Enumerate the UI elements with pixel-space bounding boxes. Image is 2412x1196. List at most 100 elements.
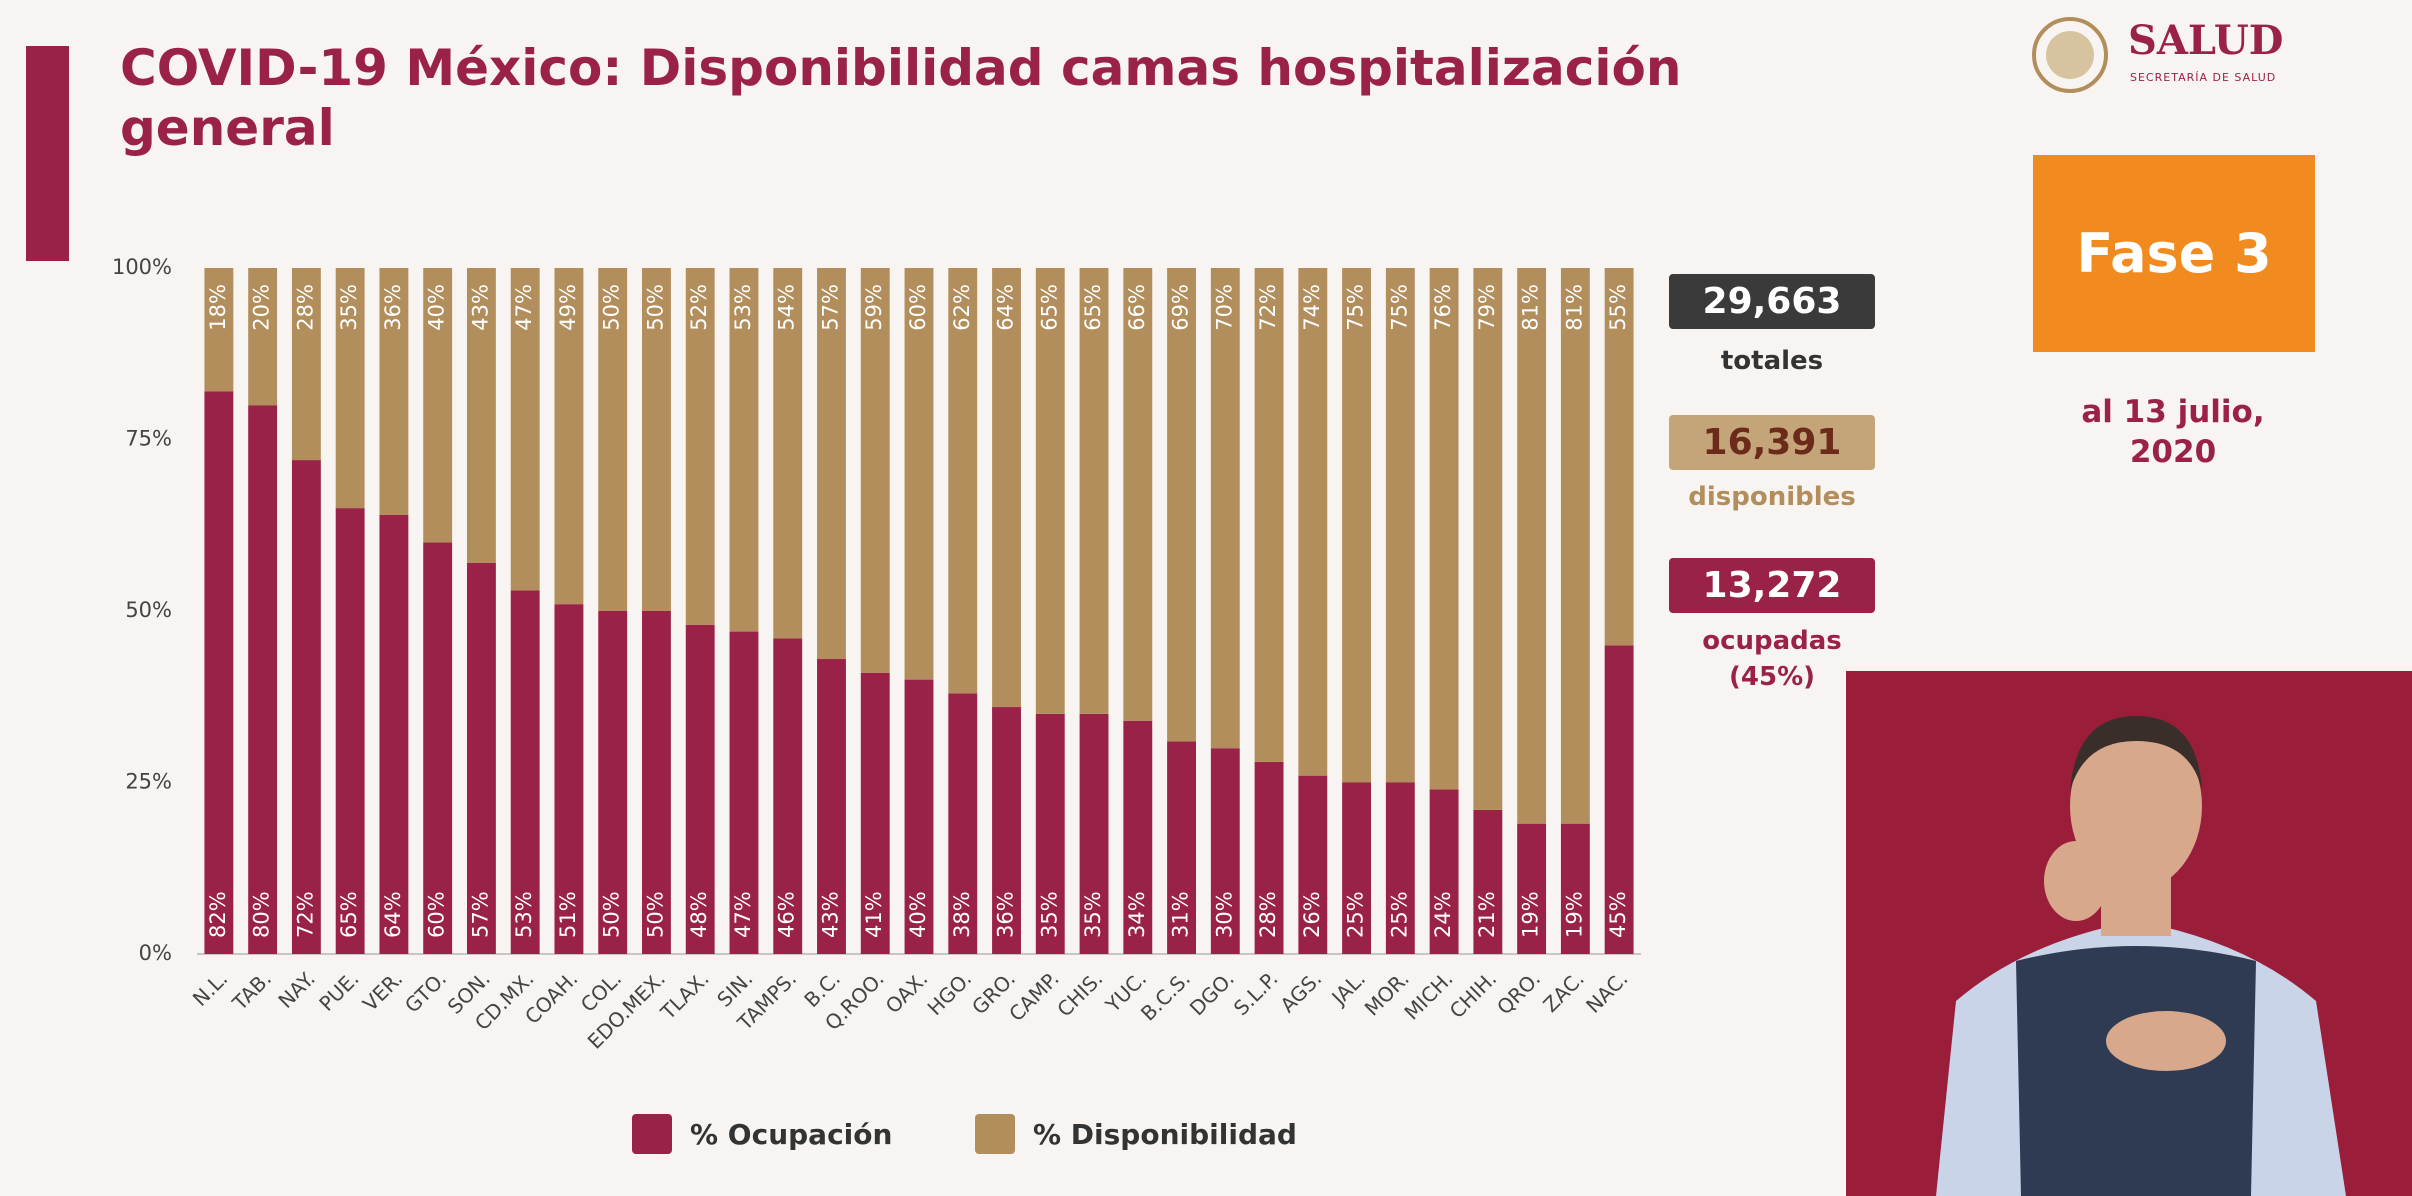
bar-segment	[1560, 823, 1590, 954]
accent-bar	[26, 46, 69, 261]
bar-segment	[1123, 720, 1153, 954]
value-label: 28%	[293, 284, 317, 331]
x-tick-label: PUE.	[314, 966, 363, 1015]
summary-note: (45%)	[1729, 662, 1815, 692]
value-label: 40%	[425, 284, 449, 331]
value-label: 40%	[906, 891, 930, 938]
x-tick-label: MICH.	[1399, 966, 1457, 1024]
bar-segment	[992, 268, 1021, 708]
value-label: 20%	[250, 284, 274, 331]
value-label: 79%	[1475, 284, 1499, 331]
y-tick-label: 25%	[125, 770, 172, 794]
value-label: 50%	[600, 284, 624, 331]
logo-subtext: SECRETARÍA DE SALUD	[2130, 71, 2277, 84]
x-tick-label: N.L.	[188, 966, 232, 1010]
bar-segment	[642, 268, 671, 611]
bar-segment	[335, 508, 365, 954]
value-label: 72%	[1256, 284, 1280, 331]
bar-segment	[598, 268, 628, 611]
bar-segment	[817, 268, 846, 660]
value-label: 24%	[1431, 891, 1455, 938]
summary-value: 13,272	[1669, 558, 1875, 613]
phase-box: Fase 3	[2033, 155, 2315, 352]
value-label: 47%	[512, 284, 536, 331]
value-label: 76%	[1431, 284, 1455, 331]
bar-segment	[510, 268, 540, 591]
value-label: 50%	[643, 284, 667, 331]
x-tick-label: ZAC.	[1538, 966, 1588, 1016]
bar-segment	[860, 268, 890, 673]
legend-swatch	[975, 1114, 1015, 1154]
x-tick-label: OAX.	[881, 966, 933, 1018]
bar-segment	[1167, 268, 1196, 742]
value-label: 19%	[1519, 891, 1543, 938]
value-label: 65%	[1081, 284, 1105, 331]
bar-segment	[1429, 789, 1459, 954]
value-label: 31%	[1169, 891, 1193, 938]
x-tick-label: NAC.	[1581, 966, 1632, 1017]
value-label: 47%	[731, 891, 755, 938]
value-label: 64%	[381, 891, 405, 938]
bar-segment	[1210, 268, 1240, 749]
bar-segment	[860, 672, 890, 954]
x-tick-label: DGO.	[1185, 966, 1239, 1020]
value-label: 25%	[1344, 891, 1368, 938]
value-label: 25%	[1387, 891, 1411, 938]
bar-segment	[1560, 268, 1590, 824]
value-label: 72%	[293, 891, 317, 938]
value-label: 51%	[556, 891, 580, 938]
bar-segment	[379, 268, 409, 515]
value-label: 52%	[687, 284, 711, 331]
bar-segment	[466, 562, 496, 954]
value-label: 30%	[1212, 891, 1236, 938]
bar-segment	[204, 268, 234, 392]
bar-segment	[904, 268, 934, 680]
value-label: 65%	[1037, 284, 1061, 331]
bar-segment	[817, 659, 846, 954]
value-label: 19%	[1562, 891, 1586, 938]
value-label: 62%	[950, 284, 974, 331]
value-label: 35%	[1037, 891, 1061, 938]
value-label: 36%	[381, 284, 405, 331]
bar-segment	[773, 638, 803, 954]
logo-text: SALUD	[2128, 17, 2284, 64]
summary-value: 16,391	[1669, 415, 1875, 470]
x-tick-label: CAMP.	[1004, 966, 1064, 1026]
value-label: 35%	[1081, 891, 1105, 938]
bar-segment	[1385, 782, 1415, 954]
value-label: 43%	[468, 284, 492, 331]
x-tick-label: TLAX.	[655, 966, 713, 1024]
bar-segment	[598, 611, 628, 954]
value-label: 50%	[600, 891, 624, 938]
bar-segment	[1167, 741, 1196, 954]
value-label: 75%	[1344, 284, 1368, 331]
value-label: 69%	[1169, 284, 1193, 331]
value-label: 26%	[1300, 891, 1324, 938]
value-label: 81%	[1519, 284, 1543, 331]
value-label: 54%	[775, 284, 799, 331]
bar-segment	[1035, 268, 1065, 714]
bar-segment	[1079, 713, 1109, 954]
bar-segment	[1385, 268, 1415, 783]
x-tick-label: B.C.S.	[1136, 966, 1195, 1025]
bar-segment	[554, 604, 584, 954]
bar-segment	[204, 391, 234, 955]
bar-segment	[1517, 268, 1547, 824]
value-label: 64%	[994, 284, 1018, 331]
value-label: 21%	[1475, 891, 1499, 938]
bar-segment	[1254, 268, 1284, 762]
logo-emblem	[2032, 17, 2108, 93]
value-label: 36%	[994, 891, 1018, 938]
bar-segment	[1429, 268, 1459, 790]
bar-segment	[1342, 782, 1372, 954]
value-label: 18%	[206, 284, 230, 331]
summary-label: totales	[1720, 346, 1824, 376]
bar-segment	[948, 693, 978, 954]
value-label: 65%	[337, 891, 361, 938]
bar-segment	[948, 268, 978, 694]
value-label: 75%	[1387, 284, 1411, 331]
x-tick-label: S.L.P.	[1229, 966, 1283, 1020]
value-label: 28%	[1256, 891, 1280, 938]
bar-segment	[729, 631, 759, 954]
